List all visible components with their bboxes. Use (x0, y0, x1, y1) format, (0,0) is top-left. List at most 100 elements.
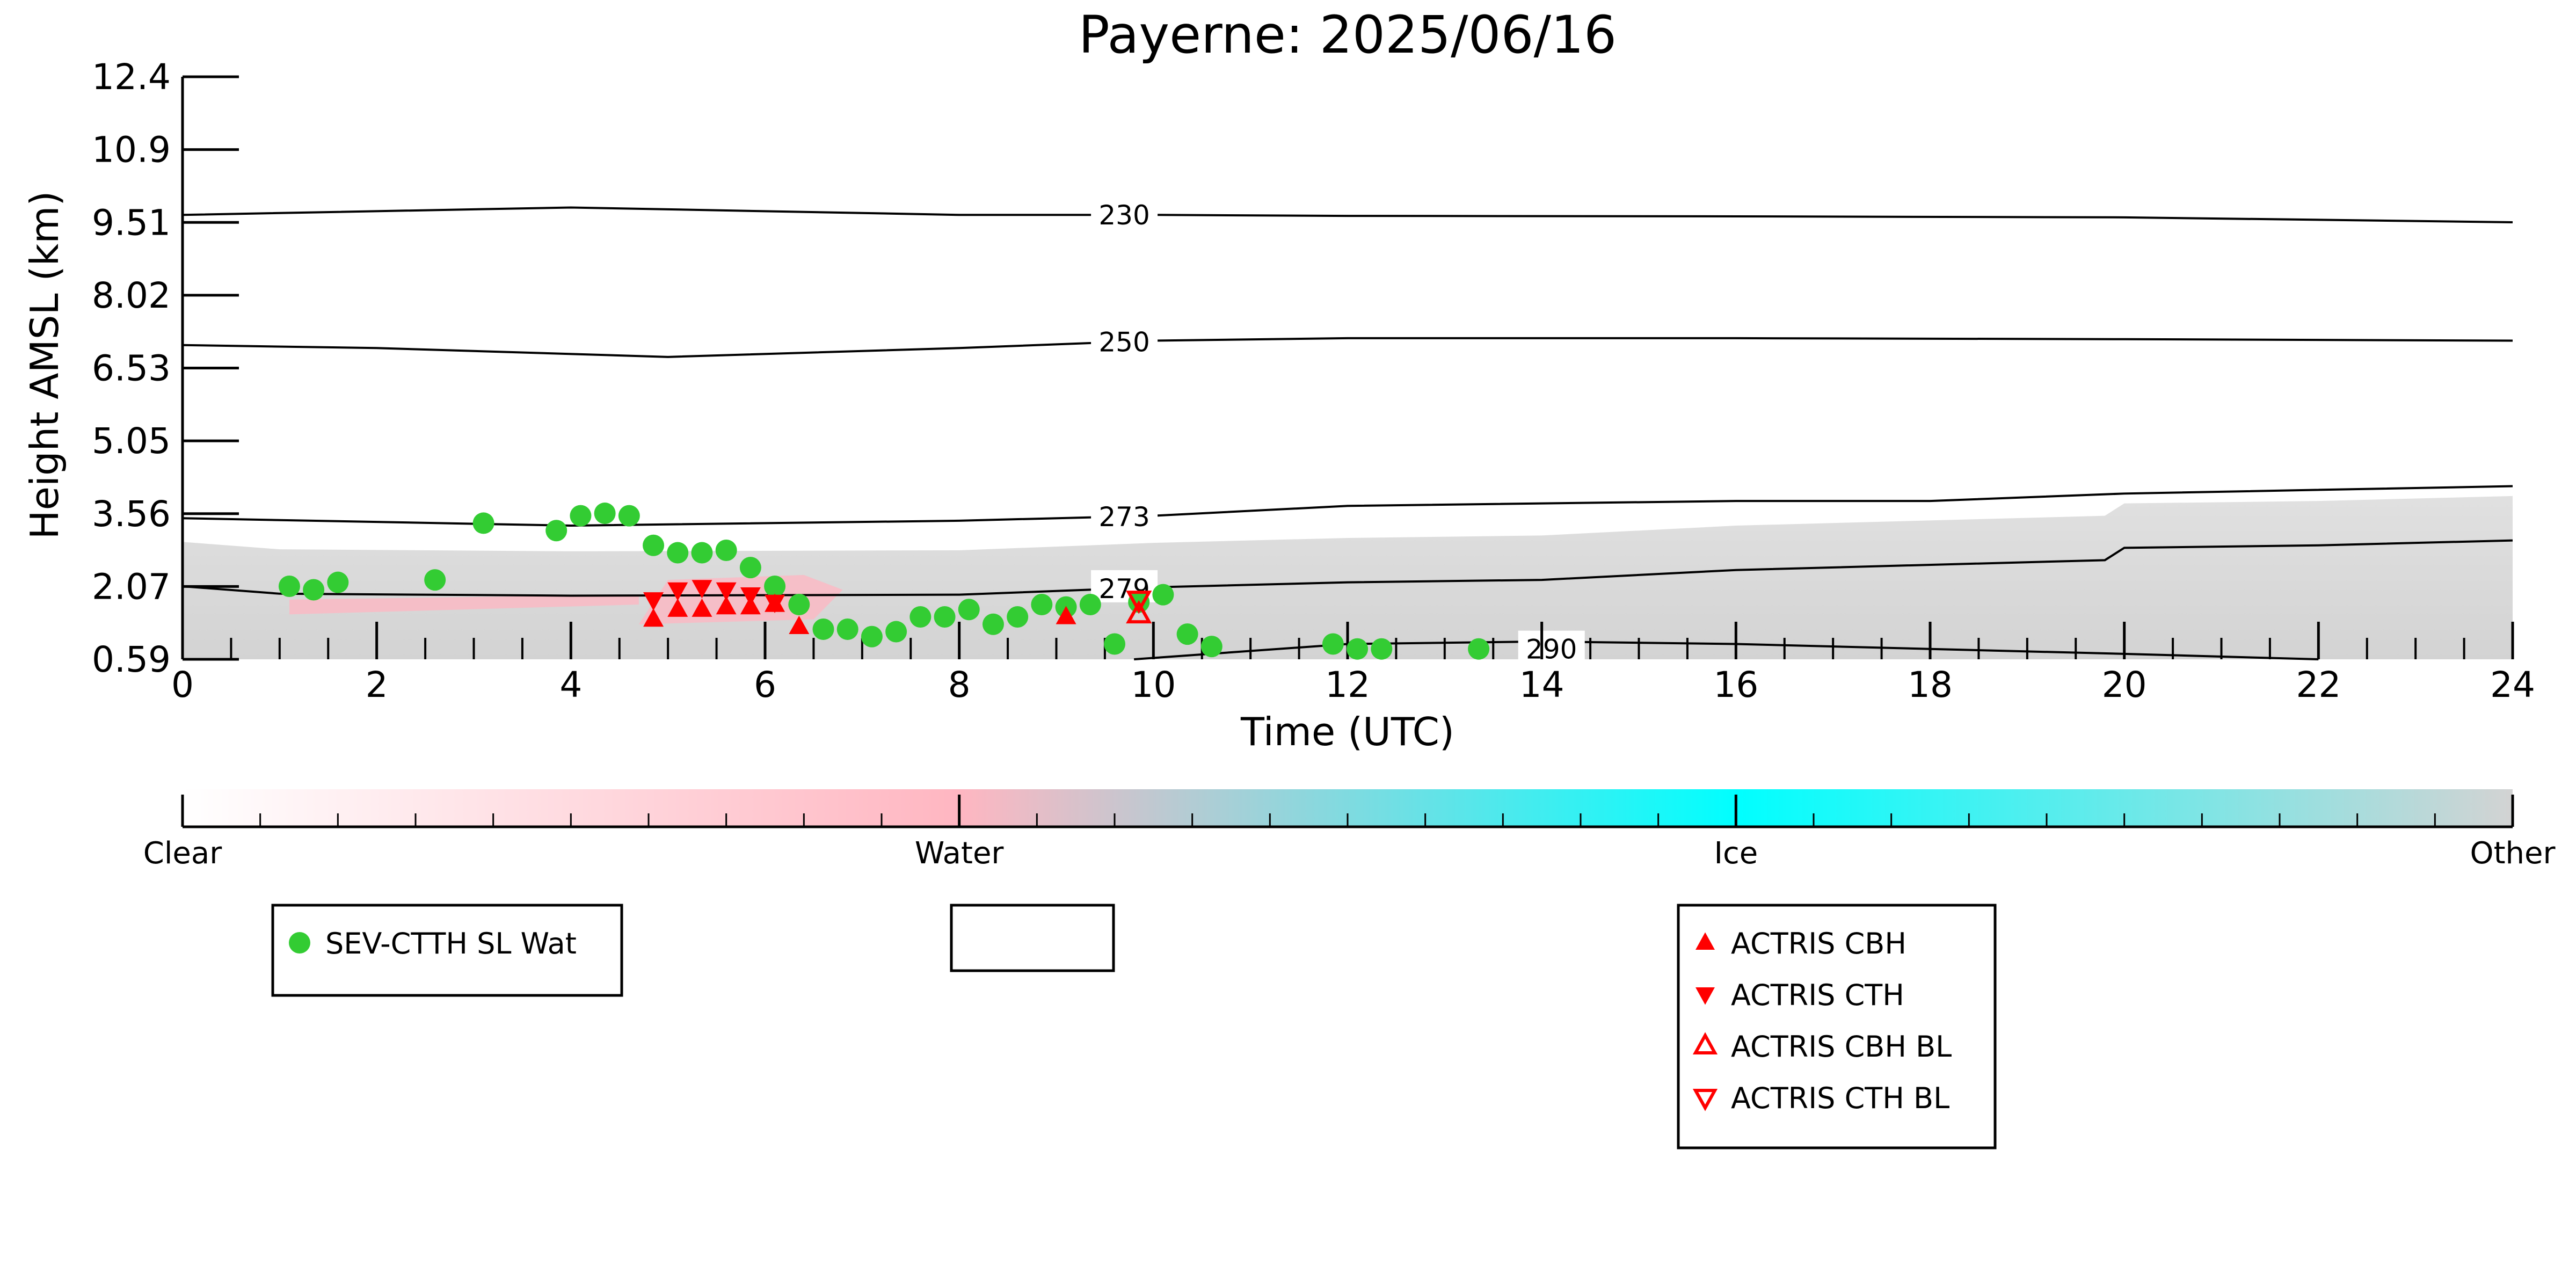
y-tick-label: 2.07 (92, 566, 171, 607)
legends: SEV-CTTH SL Wat ACTRIS CBH ACTRIS CTH ACTRI… (271, 904, 1997, 1149)
point-sev-ctth-sl-wat (594, 503, 616, 525)
point-sev-ctth-sl-wat (667, 542, 689, 564)
point-sev-ctth-sl-wat (472, 512, 494, 534)
point-sev-ctth-sl-wat (1104, 633, 1125, 655)
point-sev-ctth-sl-wat (327, 571, 349, 593)
isotherm-label-bg (1091, 323, 1158, 356)
point-sev-ctth-sl-wat (1007, 606, 1029, 628)
point-sev-ctth-sl-wat (1371, 638, 1393, 660)
point-sev-ctth-sl-wat (278, 576, 300, 598)
point-actris-cbh (1056, 606, 1076, 624)
point-actris-cbh-bl (1126, 600, 1152, 624)
legend-box (1677, 904, 1997, 1149)
y-tick-label: 6.53 (92, 348, 171, 389)
legend-marker (1695, 987, 1715, 1005)
point-sev-ctth-sl-wat (812, 618, 834, 640)
point-sev-ctth-sl-wat (885, 621, 907, 643)
point-sev-ctth-sl-wat (570, 505, 592, 527)
point-actris-cth (740, 587, 761, 606)
point-sev-ctth-sl-wat (739, 557, 761, 579)
data-markers (278, 503, 1490, 660)
x-tick-label: 20 (2102, 664, 2147, 705)
colorbar-label: Clear (143, 836, 222, 871)
point-sev-ctth-sl-wat (643, 534, 665, 556)
y-tick-label: 3.56 (92, 493, 171, 535)
isotherm-label: 250 (1098, 327, 1149, 358)
legend-box (271, 904, 623, 997)
legend-entry-label: ACTRIS CTH (1731, 978, 1904, 1012)
isotherm-label-bg (1091, 197, 1158, 229)
legend-marker (1692, 1032, 1718, 1054)
legend-marker (289, 932, 310, 954)
x-axis-label: Time (UTC) (1240, 709, 1454, 754)
point-sev-ctth-sl-wat (691, 542, 713, 564)
colorbar-ticks: Clear Water Ice Other (143, 795, 2556, 871)
point-actris-cth (716, 582, 737, 601)
isotherm-label: 290 (1526, 634, 1577, 665)
x-tick-label: 12 (1325, 664, 1370, 705)
legend-entry-label: ACTRIS CBH (1731, 927, 1906, 960)
colorbar-label: Water (915, 836, 1005, 871)
point-sev-ctth-sl-wat (1468, 638, 1490, 660)
x-tick-label: 0 (171, 664, 194, 705)
point-actris-cbh (667, 598, 688, 617)
isotherm-230 (182, 206, 2513, 224)
y-tick-label: 12.4 (92, 56, 171, 98)
point-sev-ctth-sl-wat (1200, 636, 1222, 658)
x-tick-label: 8 (948, 664, 971, 705)
x-tick-label: 4 (559, 664, 582, 705)
point-actris-cth-bl (1126, 591, 1152, 614)
y-tick-label: 10.9 (92, 129, 171, 171)
colorbar-label: Other (2470, 836, 2556, 871)
point-sev-ctth-sl-wat (545, 520, 567, 542)
legend-entry-label: ACTRIS CTH BL (1731, 1081, 1949, 1115)
point-actris-cbh (716, 596, 737, 615)
x-tick-label: 16 (1713, 664, 1758, 705)
x-tick-label: 18 (1908, 664, 1953, 705)
point-sev-ctth-sl-wat (1322, 633, 1344, 655)
point-sev-ctth-sl-wat (982, 613, 1004, 635)
point-sev-ctth-sl-wat (1152, 584, 1174, 606)
isotherm-273 (182, 485, 2513, 527)
y-tick-label: 5.05 (92, 420, 171, 462)
x-tick-label: 6 (754, 664, 776, 705)
x-tick-label: 14 (1519, 664, 1564, 705)
point-actris-cbh (692, 598, 712, 617)
isotherm-label: 273 (1098, 501, 1149, 533)
point-sev-ctth-sl-wat (861, 625, 883, 647)
isotherm-label: 230 (1098, 200, 1149, 231)
y-tick-label: 8.02 (92, 275, 171, 316)
point-sev-ctth-sl-wat (618, 505, 640, 527)
point-sev-ctth-sl-wat (909, 606, 932, 628)
y-axis-label: Height AMSL (km) (22, 191, 67, 540)
x-tick-label: 24 (2490, 664, 2535, 705)
point-sev-ctth-sl-wat (303, 579, 325, 601)
point-sev-ctth-sl-wat (1079, 594, 1101, 616)
legend-box (950, 904, 1115, 972)
point-actris-cbh (643, 608, 664, 627)
x-tick-label: 22 (2296, 664, 2341, 705)
point-sev-ctth-sl-wat (836, 618, 858, 640)
isotherm-279 (182, 539, 2513, 597)
x-tick-label: 10 (1131, 664, 1176, 705)
x-tick-label: 2 (366, 664, 388, 705)
point-actris-cth (765, 594, 785, 613)
isotherm-label-bg (1091, 498, 1158, 531)
colorbar: Clear Water Ice Other (143, 789, 2556, 871)
point-sev-ctth-sl-wat (715, 539, 737, 561)
point-actris-cth (643, 592, 664, 611)
legend-marker (1692, 1089, 1718, 1111)
point-actris-cbh (789, 615, 810, 635)
y-tick-label: 0.59 (92, 639, 171, 680)
isotherm-250 (182, 337, 2513, 358)
legend-entry-label: SEV-CTTH SL Wat (325, 927, 577, 960)
point-sev-ctth-sl-wat (788, 594, 810, 616)
point-sev-ctth-sl-wat (1347, 638, 1369, 660)
point-sev-ctth-sl-wat (424, 569, 446, 591)
chart-title: Payerne: 2025/06/16 (1079, 5, 1617, 65)
point-actris-cth (667, 582, 688, 601)
point-actris-cth (692, 580, 712, 599)
point-sev-ctth-sl-wat (1031, 594, 1053, 616)
